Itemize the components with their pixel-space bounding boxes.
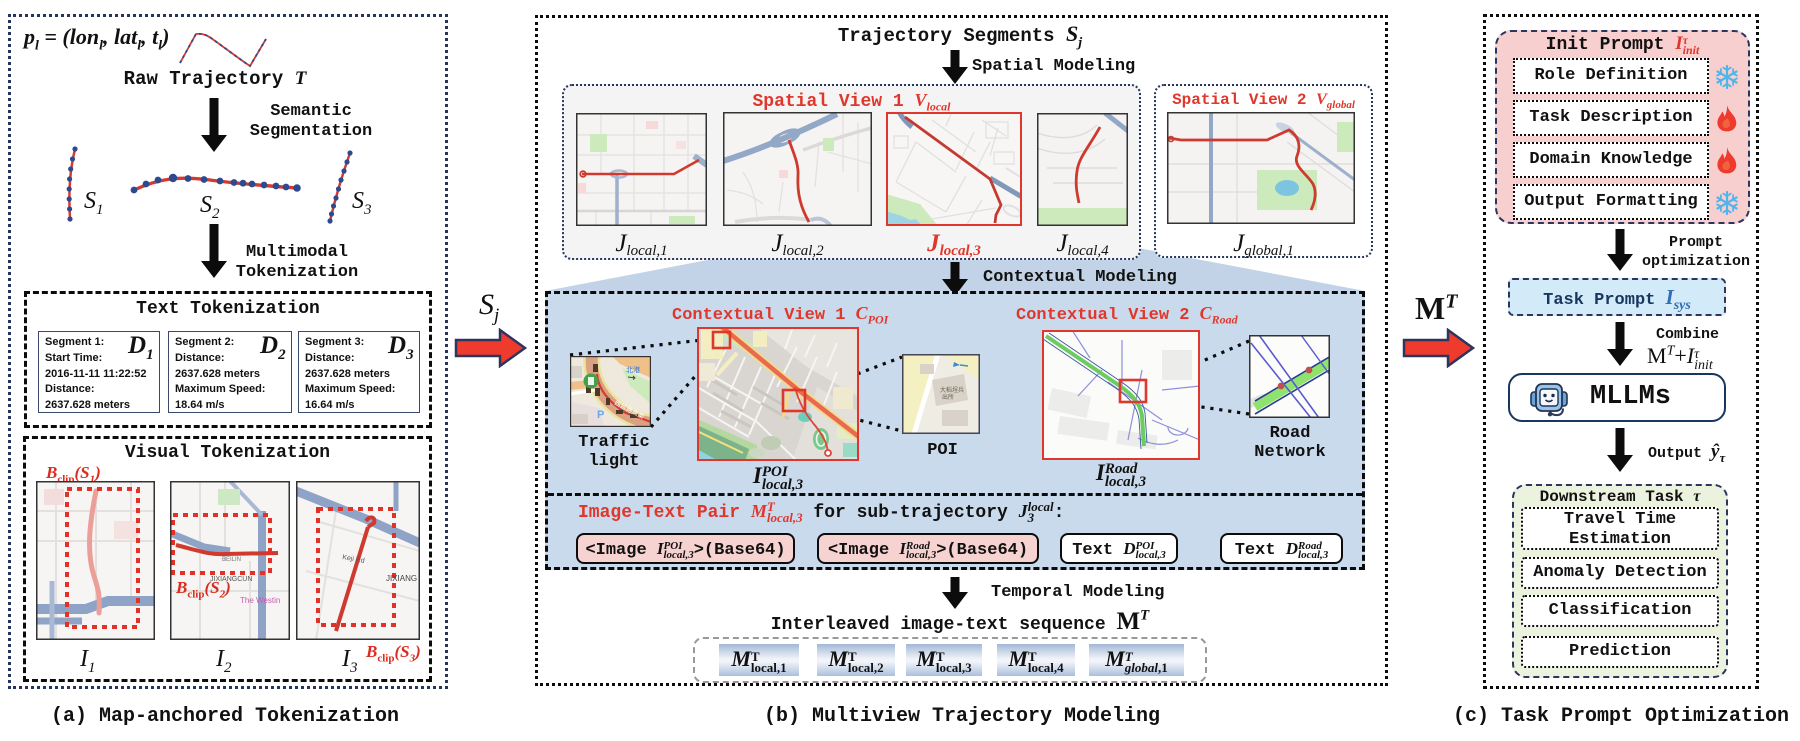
svg-text:大稻埕兵: 大稻埕兵 — [940, 386, 964, 394]
svg-text:Keji Rd: Keji Rd — [342, 554, 366, 565]
svg-text:JIXIANGCUN: JIXIANGCUN — [210, 576, 252, 583]
svg-text:P: P — [597, 409, 604, 421]
svg-text:The Westin: The Westin — [240, 596, 280, 605]
svg-text:BEILIN: BEILIN — [222, 557, 241, 563]
svg-text:出所: 出所 — [942, 393, 954, 401]
svg-text:北港: 北港 — [626, 365, 640, 374]
svg-text:JIXIANG: JIXIANG — [386, 574, 417, 583]
